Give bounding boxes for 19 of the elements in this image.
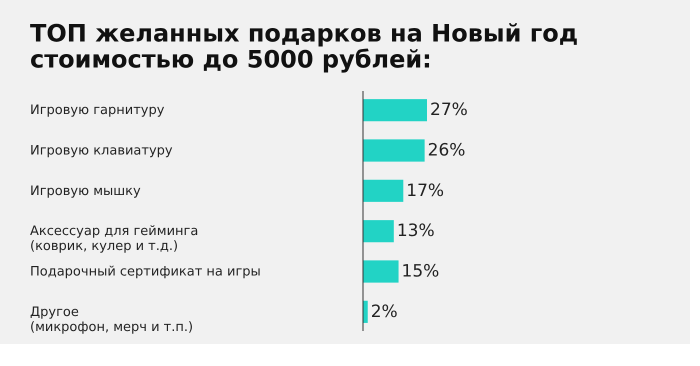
y-tick-label: Подарочный сертификат на игры (30, 264, 261, 280)
text: стоимостью до 5000 рублей: (30, 46, 432, 74)
data-label: 2% (370, 302, 398, 322)
data-label: 15% (402, 262, 440, 282)
y-tick-label: Аксессуар для гейминга (коврик, кулер и т.д.) (30, 224, 198, 254)
data-label: 17% (406, 180, 444, 201)
bar (363, 220, 394, 242)
bar (363, 139, 425, 162)
data-label: 26% (428, 140, 466, 160)
y-tick-label: Игровую мышку (30, 184, 142, 199)
y-tick-label: Игровую гарнитуру (30, 103, 165, 118)
data-label: 27% (430, 100, 468, 120)
data-label: 13% (396, 221, 435, 242)
bar (363, 180, 404, 202)
text: ТОП желанных подарков на Новый год (30, 20, 578, 48)
y-tick-label: Другое (микрофон, мерч и т.п.) (30, 304, 194, 335)
bar (363, 260, 399, 283)
y-tick-label: Игровую клавиатуру (30, 143, 173, 158)
bar (363, 99, 427, 122)
